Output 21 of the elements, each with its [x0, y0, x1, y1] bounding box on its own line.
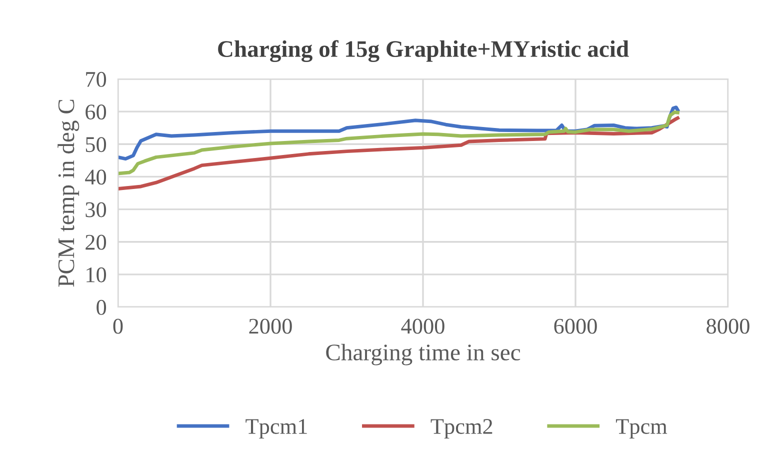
- y-tick-label: 30: [86, 202, 106, 218]
- line-series: [118, 110, 680, 176]
- legend-label: Tpcm: [616, 419, 668, 438]
- x-axis-title: Charging time in sec: [326, 344, 520, 366]
- y-tick-label: 10: [86, 267, 106, 282]
- x-tick-label: 0: [113, 318, 123, 334]
- line-series: [118, 116, 680, 190]
- y-tick-label: 60: [86, 104, 106, 120]
- chart-title: Charging of 15g Graphite+MYristic acid: [218, 40, 629, 62]
- x-tick-label: 6000: [554, 318, 597, 334]
- x-tick-label: 4000: [401, 318, 444, 334]
- y-axis-title: PCM temp in deg C: [58, 100, 80, 287]
- x-tick-label: 8000: [706, 318, 750, 334]
- legend-label: Tpcm2: [430, 419, 492, 438]
- y-tick-label: 70: [86, 72, 106, 87]
- y-tick-label: 40: [85, 170, 106, 185]
- y-tick-label: 0: [96, 300, 106, 315]
- y-tick-label: 50: [86, 137, 106, 152]
- y-tick-label: 20: [86, 234, 106, 250]
- legend-label: Tpcm1: [246, 419, 307, 438]
- x-tick-label: 2000: [249, 318, 292, 334]
